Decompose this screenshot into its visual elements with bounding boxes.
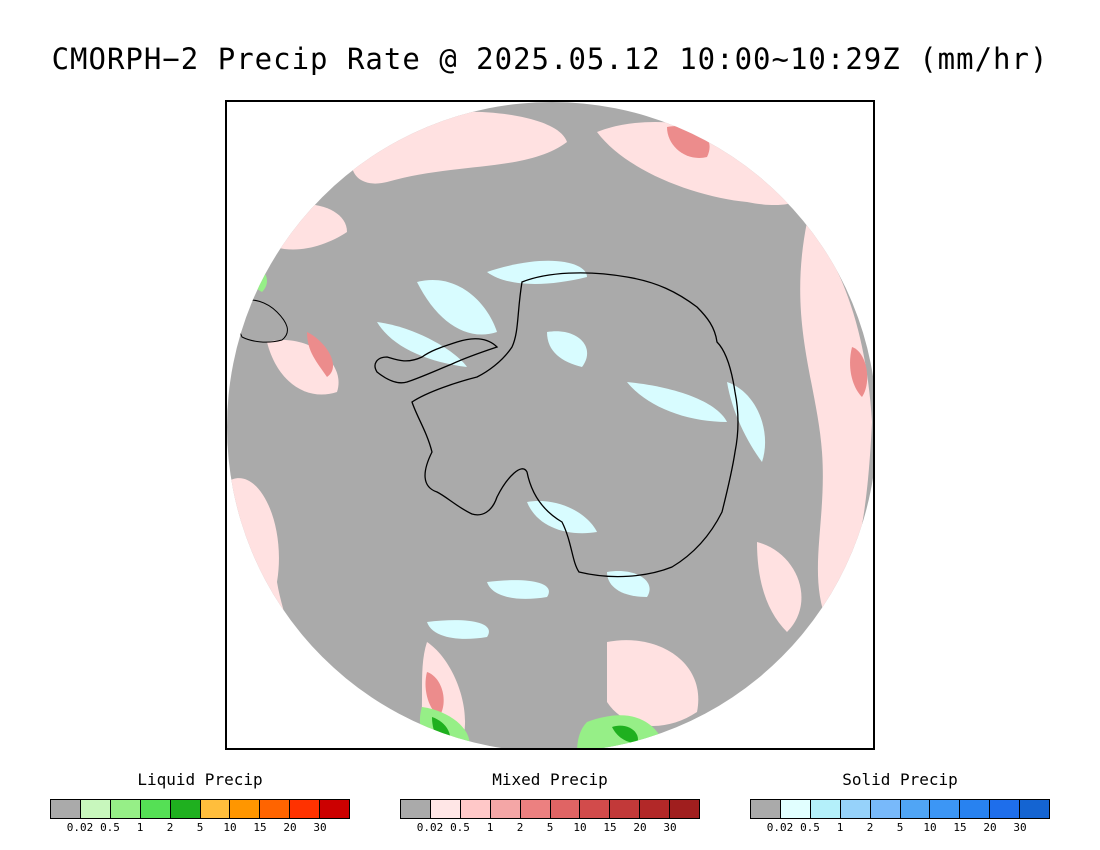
legend-liquid: Liquid Precip 0.02 0.5 1 2 5 10 15 20 30 <box>50 770 350 837</box>
legend-liquid-title: Liquid Precip <box>137 770 263 789</box>
solid-swatch-9 <box>1020 800 1050 818</box>
mixed-swatch-6 <box>580 800 611 818</box>
liquid-tick-label: 2 <box>166 821 174 834</box>
mixed-tick-label: 5 <box>546 821 554 834</box>
liquid-tick-label: 15 <box>253 821 267 834</box>
solid-swatch-5 <box>900 800 931 818</box>
solid-tick-label: 1 <box>836 821 844 834</box>
mixed-swatch-7 <box>610 800 641 818</box>
legend-mixed-title: Mixed Precip <box>492 770 608 789</box>
mixed-tick-label: 20 <box>633 821 647 834</box>
solid-tick-label: 5 <box>896 821 904 834</box>
liquid-swatch-2 <box>110 800 141 818</box>
solid-precip-areas <box>377 260 766 639</box>
mixed-tick-label: 1 <box>486 821 494 834</box>
mixed-swatch-2 <box>460 800 491 818</box>
liquid-tick-label: 5 <box>196 821 204 834</box>
liquid-swatch-3 <box>140 800 171 818</box>
legend-mixed-ticks: 0.02 0.5 1 2 5 10 15 20 30 <box>400 821 700 837</box>
legend-solid-colorbar <box>750 799 1050 819</box>
solid-swatch-6 <box>930 800 961 818</box>
mixed-tick-label: 15 <box>603 821 617 834</box>
legend-solid-title: Solid Precip <box>842 770 958 789</box>
solid-swatch-3 <box>840 800 871 818</box>
liquid-tick-label: 0.02 <box>66 821 94 834</box>
liquid-tick-label: 1 <box>136 821 144 834</box>
solid-tick-label: 0.02 <box>766 821 794 834</box>
legend-solid-ticks: 0.02 0.5 1 2 5 10 15 20 30 <box>750 821 1050 837</box>
antarctica-coastline <box>411 272 739 578</box>
solid-swatch-7 <box>960 800 991 818</box>
ocean-no-precip <box>227 102 873 748</box>
liquid-tick-label: 30 <box>313 821 327 834</box>
solid-tick-label: 2 <box>866 821 874 834</box>
solid-tick-label: 0.5 <box>800 821 820 834</box>
liquid-swatch-4 <box>170 800 201 818</box>
liquid-swatch-1 <box>80 800 111 818</box>
solid-tick-label: 30 <box>1013 821 1027 834</box>
liquid-swatch-5 <box>200 800 231 818</box>
solid-swatch-4 <box>870 800 901 818</box>
mixed-swatch-5 <box>550 800 581 818</box>
map-title: CMORPH−2 Precip Rate @ 2025.05.12 10:00~… <box>51 42 1049 76</box>
legend-mixed: Mixed Precip 0.02 0.5 1 2 5 10 15 20 30 <box>400 770 700 837</box>
mixed-tick-label: 2 <box>516 821 524 834</box>
solid-swatch-2 <box>810 800 841 818</box>
liquid-tick-label: 20 <box>283 821 297 834</box>
solid-swatch-1 <box>780 800 811 818</box>
liquid-swatch-6 <box>230 800 261 818</box>
mixed-swatch-3 <box>490 800 521 818</box>
mixed-swatch-8 <box>640 800 671 818</box>
liquid-swatch-0 <box>51 800 81 818</box>
solid-tick-label: 10 <box>923 821 937 834</box>
mixed-swatch-0 <box>401 800 431 818</box>
liquid-swatch-9 <box>320 800 350 818</box>
mixed-tick-label: 0.02 <box>416 821 444 834</box>
liquid-swatch-8 <box>290 800 321 818</box>
legend-mixed-colorbar <box>400 799 700 819</box>
solid-tick-label: 20 <box>983 821 997 834</box>
solid-tick-label: 15 <box>953 821 967 834</box>
mixed-swatch-9 <box>670 800 700 818</box>
mixed-tick-label: 30 <box>663 821 677 834</box>
liquid-tick-label: 0.5 <box>100 821 120 834</box>
legend-solid: Solid Precip 0.02 0.5 1 2 5 10 15 20 30 <box>750 770 1050 837</box>
mixed-swatch-1 <box>430 800 461 818</box>
mixed-swatch-4 <box>520 800 551 818</box>
solid-swatch-8 <box>990 800 1021 818</box>
liquid-tick-label: 10 <box>223 821 237 834</box>
liquid-swatch-7 <box>260 800 291 818</box>
map-panel[interactable] <box>225 100 875 750</box>
antarctic-peninsula <box>374 338 499 384</box>
legend-liquid-colorbar <box>50 799 350 819</box>
mixed-tick-label: 10 <box>573 821 587 834</box>
mixed-tick-label: 0.5 <box>450 821 470 834</box>
solid-swatch-0 <box>751 800 781 818</box>
polar-map <box>227 102 873 748</box>
legend-liquid-ticks: 0.02 0.5 1 2 5 10 15 20 30 <box>50 821 350 837</box>
